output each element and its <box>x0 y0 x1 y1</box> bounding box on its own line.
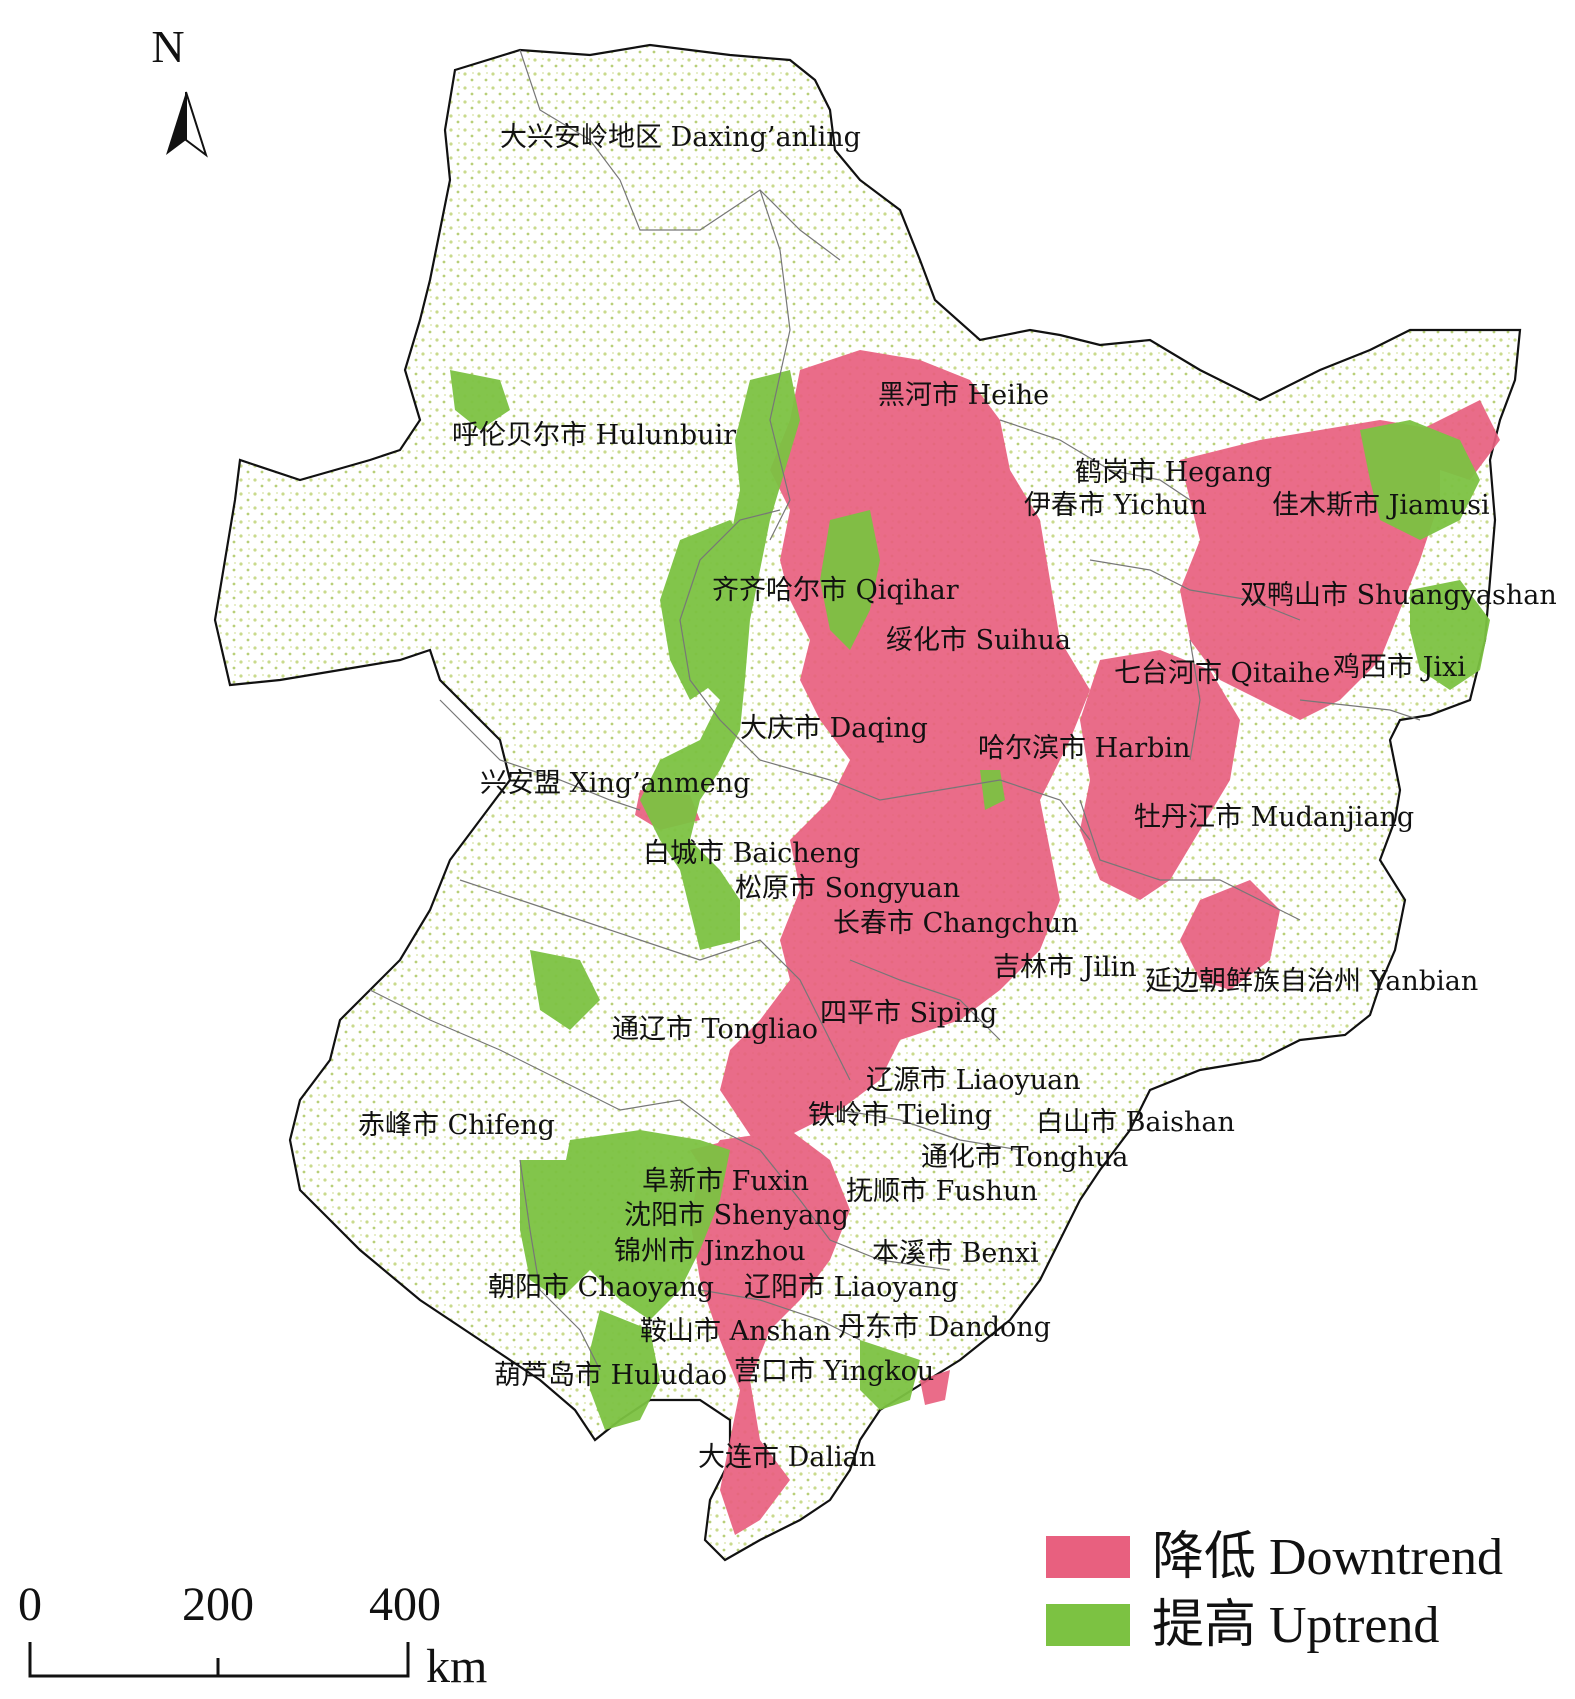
region-label: 辽源市 Liaoyuan <box>866 1065 1081 1096</box>
region-label: 白城市 Baicheng <box>643 838 860 869</box>
region-label: 丹东市 Dandong <box>838 1312 1051 1343</box>
region-label: 四平市 Siping <box>820 998 997 1029</box>
admin-boundaries <box>369 49 1421 1371</box>
region-label: 大兴安岭地区 Daxing’anling <box>500 122 861 153</box>
region-label: 鞍山市 Anshan <box>640 1316 831 1347</box>
region-label: 阜新市 Fuxin <box>642 1166 809 1197</box>
region-label: 双鸭山市 Shuangyashan <box>1240 580 1557 611</box>
region-label: 兴安盟 Xing’anmeng <box>480 768 750 799</box>
north-arrow: N <box>151 21 208 158</box>
region-label: 朝阳市 Chaoyang <box>488 1272 714 1303</box>
region-label: 延边朝鲜族自治州 Yanbian <box>1145 966 1478 997</box>
scale-bar-line <box>28 1642 410 1678</box>
region-label: 松原市 Songyuan <box>735 873 960 904</box>
region-label: 牡丹江市 Mudanjiang <box>1134 802 1414 833</box>
north-arrow-icon <box>166 92 186 155</box>
scale-bar: 0 200 400 km <box>18 1578 487 1693</box>
region-labels: 大兴安岭地区 Daxing’anling 呼伦贝尔市 Hulunbuir 黑河市… <box>358 122 1557 1473</box>
region-label: 本溪市 Benxi <box>872 1238 1039 1269</box>
north-letter: N <box>151 21 184 72</box>
region-label: 长春市 Changchun <box>833 908 1079 939</box>
scale-tick-label: 200 <box>182 1578 254 1631</box>
region-label: 齐齐哈尔市 Qiqihar <box>712 575 959 606</box>
region-label: 大连市 Dalian <box>698 1442 876 1473</box>
region-label: 通辽市 Tongliao <box>612 1014 818 1045</box>
region-label: 沈阳市 Shenyang <box>624 1200 849 1231</box>
region-label: 铁岭市 Tieling <box>808 1100 992 1131</box>
region-label: 白山市 Baishan <box>1036 1107 1235 1138</box>
region-label: 七台河市 Qitaihe <box>1114 658 1330 689</box>
region-label: 锦州市 Jinzhou <box>614 1236 806 1267</box>
region-label: 赤峰市 Chifeng <box>358 1110 555 1141</box>
region-label: 哈尔滨市 Harbin <box>978 733 1190 764</box>
region-label: 抚顺市 Fushun <box>846 1176 1038 1207</box>
region-label: 辽阳市 Liaoyang <box>744 1272 959 1303</box>
region-label: 佳木斯市 Jiamusi <box>1272 490 1490 521</box>
scale-tick-label: 0 <box>18 1578 42 1631</box>
legend: 降低 Downtrend 提高 Uptrend <box>1046 1529 1503 1654</box>
region-label: 黑河市 Heihe <box>878 380 1049 411</box>
region-label: 鸡西市 Jixi <box>1333 652 1466 683</box>
region-label: 葫芦岛市 Huludao <box>494 1360 727 1391</box>
legend-swatch-uptrend <box>1046 1604 1130 1646</box>
legend-label-uptrend: 提高 Uptrend <box>1152 1597 1439 1654</box>
region-label: 通化市 Tonghua <box>921 1142 1128 1173</box>
region-label: 大庆市 Daqing <box>740 713 928 744</box>
scale-unit: km <box>426 1640 487 1693</box>
scale-tick-label: 400 <box>369 1578 441 1631</box>
region-label: 绥化市 Suihua <box>886 625 1071 656</box>
legend-label-downtrend: 降低 Downtrend <box>1152 1529 1503 1586</box>
region-label: 伊春市 Yichun <box>1024 490 1207 521</box>
region-label: 吉林市 Jilin <box>993 952 1137 983</box>
region-label: 呼伦贝尔市 Hulunbuir <box>452 420 736 451</box>
region-label: 鹤岗市 Hegang <box>1075 457 1272 488</box>
legend-swatch-downtrend <box>1046 1536 1130 1578</box>
region-label: 营口市 Yingkou <box>734 1356 934 1387</box>
